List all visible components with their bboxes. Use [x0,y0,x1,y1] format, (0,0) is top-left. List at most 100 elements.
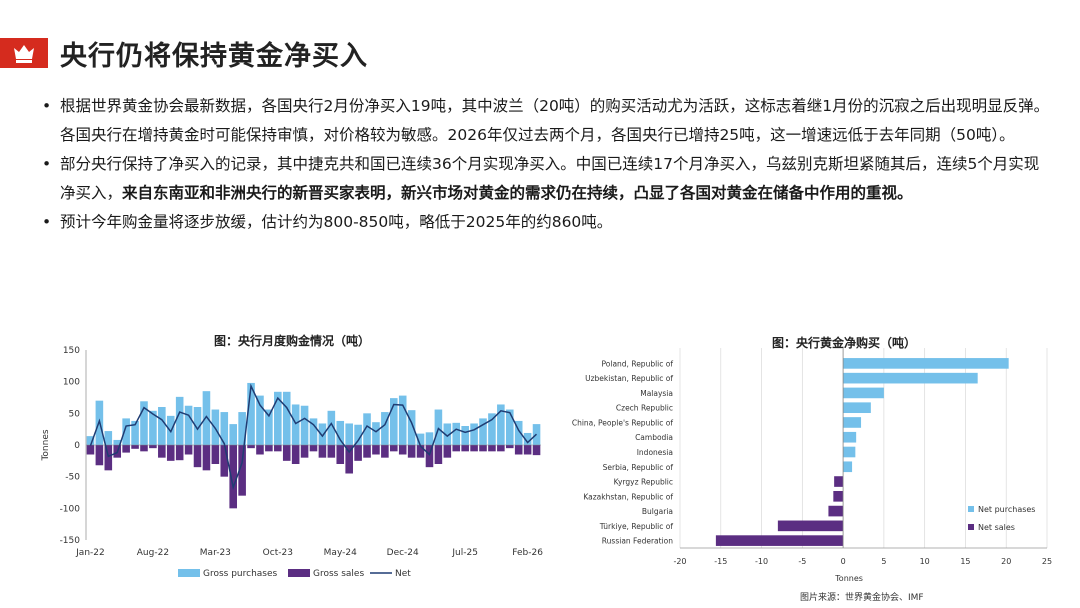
x-tick-label: Feb-26 [512,548,543,558]
source-note: 图片来源：世界黄金协会、IMF [800,593,924,603]
country-bar [833,490,844,502]
gross-sales-bar [309,445,318,452]
x-tick-label: 20 [1001,557,1011,566]
x-tick-label: -20 [673,557,686,566]
legend-swatch [288,569,310,577]
gross-purchases-bar [131,420,139,445]
gross-purchases-bar [113,439,122,445]
country-bar [843,431,857,443]
gross-sales-bar [318,445,327,458]
gross-sales-bar [372,445,380,455]
gross-sales-bar [488,445,496,452]
x-tick-label: 0 [841,557,846,566]
bullet-text: 来自东南亚和非洲央行的新晋买家表明，新兴市场对黄金的需求仍在持续，凸显了各国对黄… [122,184,913,202]
gross-purchases-bar [140,401,148,445]
x-tick-label: May-24 [324,548,357,558]
legend-label: Gross purchases [203,569,278,579]
category-label: Indonesia [637,448,673,457]
gross-purchases-bar [220,412,229,445]
gross-sales-bar [398,445,407,455]
country-bar [843,358,1009,369]
gross-sales-bar [470,445,478,452]
gross-sales-bar [345,445,353,474]
category-label: Bulgaria [642,507,673,516]
brand-logo [0,38,48,68]
x-axis-label: Tonnes [834,574,863,583]
gross-purchases-bar [390,398,398,445]
gross-sales-bar [211,445,220,464]
x-tick-label: -5 [798,557,806,566]
gross-sales-bar [86,445,95,455]
gross-purchases-bar [523,432,532,445]
gross-purchases-bar [514,420,523,445]
gross-sales-bar [532,445,541,456]
gross-purchases-bar [309,418,318,445]
gross-purchases-bar [381,412,389,445]
gross-sales-bar [122,445,130,453]
category-label: Russian Federation [602,537,673,546]
x-tick-label: 10 [920,557,930,566]
gross-purchases-bar [122,418,130,445]
gross-purchases-bar [416,433,425,445]
x-tick-label: Oct-23 [263,548,293,558]
gross-sales-bar [363,445,371,458]
gross-sales-bar [184,445,193,455]
country-bar [777,520,844,532]
gross-sales-bar [291,445,300,464]
category-label: Czech Republic [616,404,673,413]
gross-sales-bar [479,445,487,452]
x-tick-label: -15 [714,557,727,566]
bullet-item: • 部分央行保持了净买入的记录，其中捷克共和国已连续36个月实现净买入。中国已连续… [40,150,1050,208]
bullet-dot: • [42,155,52,173]
y-tick-label: 100 [63,378,80,388]
gross-purchases-bar [149,410,157,445]
gross-sales-bar [175,445,184,461]
legend-label: Net purchases [978,505,1035,514]
gross-sales-bar [497,445,505,452]
bullet-text: 部分央行保持了净买入的记录，其中捷克共和国已连续36个月实现净买入。中国已连续1… [60,155,1040,202]
country-bar [843,461,853,473]
bullet-list: • 根据世界黄金协会最新数据，各国央行2月份净买入19吨，其中波兰（20吨）的购买… [40,92,1050,237]
gross-purchases-bar [86,436,95,445]
gross-sales-bar [452,445,461,452]
y-tick-label: -50 [65,473,80,483]
category-label: Türkiye, Republic of [599,522,674,531]
gross-purchases-bar [282,391,291,445]
x-tick-label: 5 [881,557,886,566]
country-bar [843,372,978,384]
gross-purchases-bar [354,424,362,445]
gross-sales-bar [238,445,246,496]
x-tick-label: -10 [755,557,768,566]
gross-sales-bar [265,445,273,452]
gross-purchases-bar [434,409,443,445]
gross-sales-bar [193,445,202,468]
gross-purchases-bar [470,423,478,445]
gross-purchases-bar [104,431,113,445]
gross-sales-bar [229,445,237,509]
gross-purchases-bar [425,432,434,445]
category-label: China, People's Republic of [572,418,673,427]
gross-sales-bar [140,445,148,452]
chart1-title: 图：央行月度购金情况（吨） [214,334,371,348]
gross-purchases-bar [452,422,461,445]
gross-sales-bar [523,445,532,455]
gross-sales-bar [202,445,211,471]
bullet-dot: • [42,97,52,115]
legend-swatch [968,506,974,512]
legend-label: Gross sales [313,569,364,579]
category-label: Uzbekistan, Republic of [585,374,673,383]
gross-sales-bar [220,445,229,477]
gross-purchases-bar [488,413,496,445]
gross-purchases-bar [184,405,193,445]
gross-purchases-bar [327,410,336,445]
gross-sales-bar [514,445,523,455]
gross-sales-bar [416,445,425,458]
gross-sales-bar [390,445,398,452]
gross-sales-bar [95,445,104,466]
chart2-title: 图：央行黄金净购买（吨） [772,336,917,350]
country-bar [828,505,844,517]
bullet-dot: • [42,213,52,231]
gross-purchases-bar [256,395,264,445]
gross-purchases-bar [407,410,416,445]
gross-purchases-bar [363,413,371,445]
